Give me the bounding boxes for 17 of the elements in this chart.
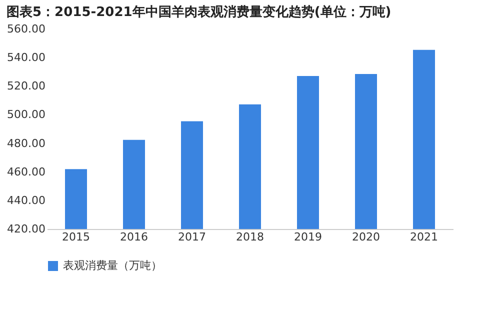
y-tick-label: 540.00 [7, 51, 46, 64]
y-tick-label: 440.00 [7, 194, 46, 207]
x-tick-label: 2019 [294, 230, 322, 244]
y-tick-label: 500.00 [7, 108, 46, 122]
x-tick-label: 2017 [178, 230, 206, 244]
x-tick-label: 2015 [62, 230, 90, 244]
y-tick-label: 480.00 [7, 136, 46, 150]
x-tick-label: 2021 [410, 230, 438, 244]
chart-title: 图表5：2015-2021年中国羊肉表观消费量变化趋势(单位：万吨) [6, 4, 392, 20]
x-tick-label: 2020 [352, 230, 380, 244]
x-tick-label: 2018 [236, 230, 264, 244]
y-tick-label: 560.00 [7, 22, 46, 36]
x-tick-label: 2016 [120, 230, 148, 244]
y-tick-label: 420.00 [7, 222, 46, 236]
y-tick-label: 520.00 [7, 80, 46, 93]
y-tick-label: 460.00 [7, 165, 46, 178]
legend-label: 表观消费量（万吨） [63, 259, 162, 272]
